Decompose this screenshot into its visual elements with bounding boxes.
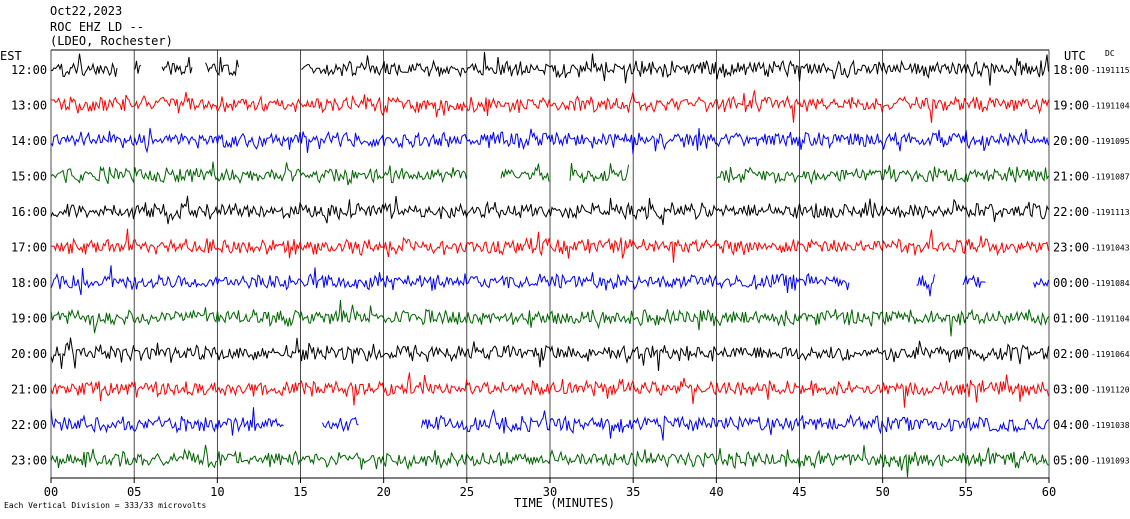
utc-axis-label: UTC xyxy=(1064,49,1086,63)
est-hour-label: 14:00 xyxy=(11,134,47,148)
utc-hour-label: 23:00 xyxy=(1053,241,1089,255)
utc-hour-label: 01:00 xyxy=(1053,312,1089,326)
dc-offset-label: -1191115 xyxy=(1091,66,1130,75)
seismic-trace xyxy=(50,228,1049,263)
x-tick-label: 20 xyxy=(376,485,390,499)
utc-hour-label: 18:00 xyxy=(1053,63,1089,77)
scale-note: Each Vertical Division = 333/33 microvol… xyxy=(4,501,206,510)
dc-offset-label: -1191043 xyxy=(1091,244,1130,253)
x-tick-label: 15 xyxy=(293,485,307,499)
dc-offset-label: -1191095 xyxy=(1091,137,1130,146)
seismic-trace xyxy=(50,127,1049,155)
seismic-trace xyxy=(50,372,1049,408)
dc-axis-label: DC xyxy=(1105,49,1115,58)
plot-date: Oct22,2023 xyxy=(50,4,123,18)
dc-offset-label: -1191084 xyxy=(1091,279,1130,288)
utc-hour-label: 03:00 xyxy=(1053,383,1089,397)
est-hour-label: 17:00 xyxy=(11,241,47,255)
station-code: ROC EHZ LD -- xyxy=(50,20,144,34)
x-tick-label: 60 xyxy=(1042,485,1056,499)
x-tick-label: 40 xyxy=(709,485,723,499)
seismic-trace xyxy=(50,299,1049,337)
utc-hour-label: 21:00 xyxy=(1053,170,1089,184)
seismic-trace xyxy=(50,51,1049,86)
est-hour-label: 13:00 xyxy=(11,99,47,113)
x-tick-label: 30 xyxy=(543,485,557,499)
dc-offset-label: -1191087 xyxy=(1091,173,1130,182)
est-hour-label: 23:00 xyxy=(11,454,47,468)
est-hour-label: 18:00 xyxy=(11,276,47,290)
x-tick-label: 55 xyxy=(959,485,973,499)
x-tick-label: 35 xyxy=(626,485,640,499)
est-axis-label: EST xyxy=(0,49,22,63)
est-hour-label: 12:00 xyxy=(11,63,47,77)
dc-offset-label: -1191093 xyxy=(1091,457,1130,466)
utc-hour-label: 02:00 xyxy=(1053,347,1089,361)
seismic-trace xyxy=(50,337,1049,371)
dc-offset-label: -1191113 xyxy=(1091,208,1130,217)
dc-offset-label: -1191104 xyxy=(1091,315,1130,324)
est-hour-label: 22:00 xyxy=(11,418,47,432)
est-hour-label: 21:00 xyxy=(11,383,47,397)
network-name: (LDEO, Rochester) xyxy=(50,34,173,48)
dc-offset-label: -1191064 xyxy=(1091,350,1130,359)
dc-offset-label: -1191104 xyxy=(1091,102,1130,111)
utc-hour-label: 19:00 xyxy=(1053,99,1089,113)
est-hour-label: 20:00 xyxy=(11,347,47,361)
seismic-trace xyxy=(50,90,1049,123)
dc-offset-label: -1191038 xyxy=(1091,421,1130,430)
x-axis-title: TIME (MINUTES) xyxy=(514,496,615,510)
x-tick-label: 45 xyxy=(792,485,806,499)
seismic-trace xyxy=(50,407,1049,441)
est-hour-label: 16:00 xyxy=(11,205,47,219)
seismic-trace xyxy=(50,161,1049,186)
x-tick-label: 25 xyxy=(460,485,474,499)
utc-hour-label: 04:00 xyxy=(1053,418,1089,432)
utc-hour-label: 00:00 xyxy=(1053,276,1089,290)
x-tick-label: 05 xyxy=(127,485,141,499)
utc-hour-label: 20:00 xyxy=(1053,134,1089,148)
x-tick-label: 50 xyxy=(875,485,889,499)
utc-hour-label: 05:00 xyxy=(1053,454,1089,468)
seismic-trace xyxy=(50,265,1049,297)
dc-offset-label: -1191120 xyxy=(1091,386,1130,395)
seismic-trace xyxy=(50,195,1049,226)
est-hour-label: 15:00 xyxy=(11,170,47,184)
x-tick-label: 00 xyxy=(44,485,58,499)
est-hour-label: 19:00 xyxy=(11,312,47,326)
utc-hour-label: 22:00 xyxy=(1053,205,1089,219)
x-tick-label: 10 xyxy=(210,485,224,499)
seismic-trace xyxy=(50,444,1049,478)
